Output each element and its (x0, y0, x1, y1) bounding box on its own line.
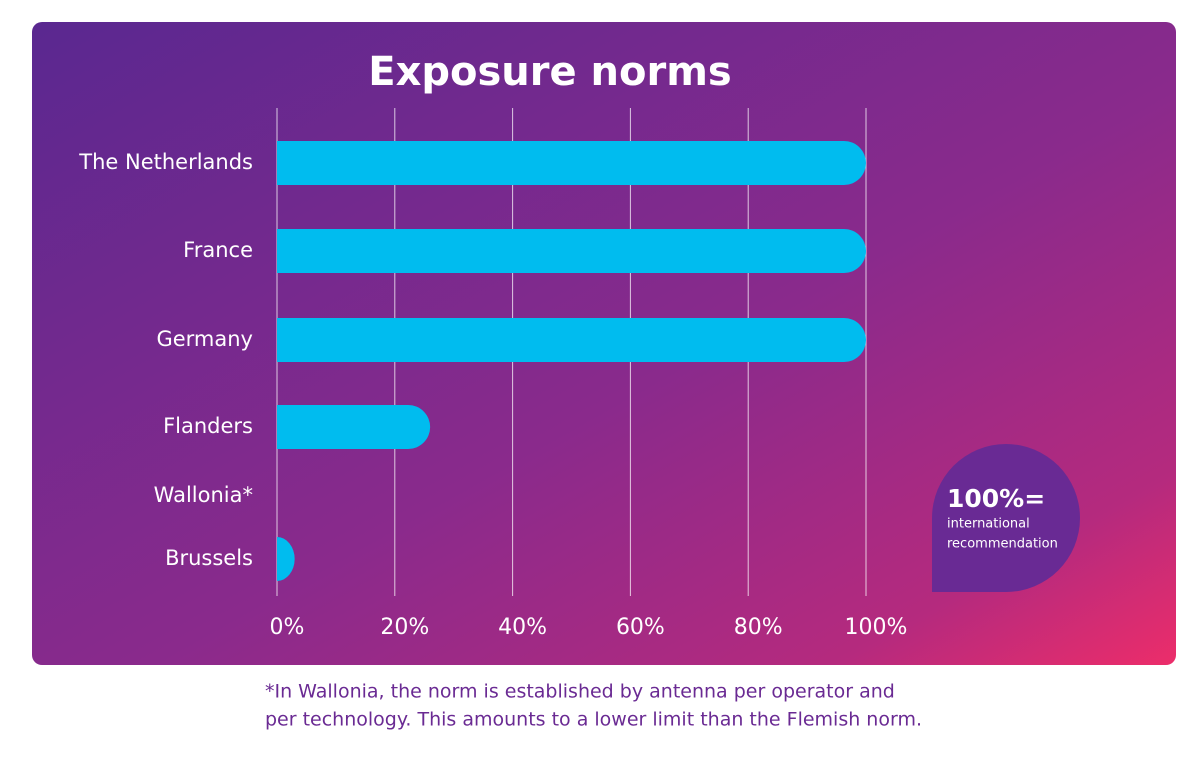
x-tick-label: 40% (498, 615, 547, 640)
x-tick-label: 60% (616, 615, 665, 640)
bar (277, 318, 866, 362)
x-tick-label: 0% (270, 615, 305, 640)
footnote: per technology. This amounts to a lower … (265, 709, 922, 731)
chart-title: Exposure norms (368, 49, 731, 95)
y-tick-label: Wallonia* (154, 483, 253, 507)
annotation-text: international (947, 517, 1030, 532)
footnote: *In Wallonia, the norm is established by… (265, 681, 895, 703)
bar (277, 229, 866, 273)
y-tick-label: Flanders (163, 414, 253, 438)
y-tick-label: Germany (156, 327, 253, 351)
y-tick-label: The Netherlands (78, 150, 253, 174)
bar (277, 405, 431, 449)
bar (277, 537, 295, 581)
y-tick-label: France (183, 238, 253, 262)
bars (277, 141, 866, 581)
x-tick-label: 100% (845, 615, 908, 640)
annotation-headline: 100%= (947, 484, 1045, 513)
x-tick-label: 80% (734, 615, 783, 640)
annotation-bubble (932, 444, 1080, 592)
annotation-text: recommendation (947, 537, 1058, 552)
y-tick-label: Brussels (165, 546, 253, 570)
bar (277, 141, 866, 185)
x-tick-label: 20% (380, 615, 429, 640)
